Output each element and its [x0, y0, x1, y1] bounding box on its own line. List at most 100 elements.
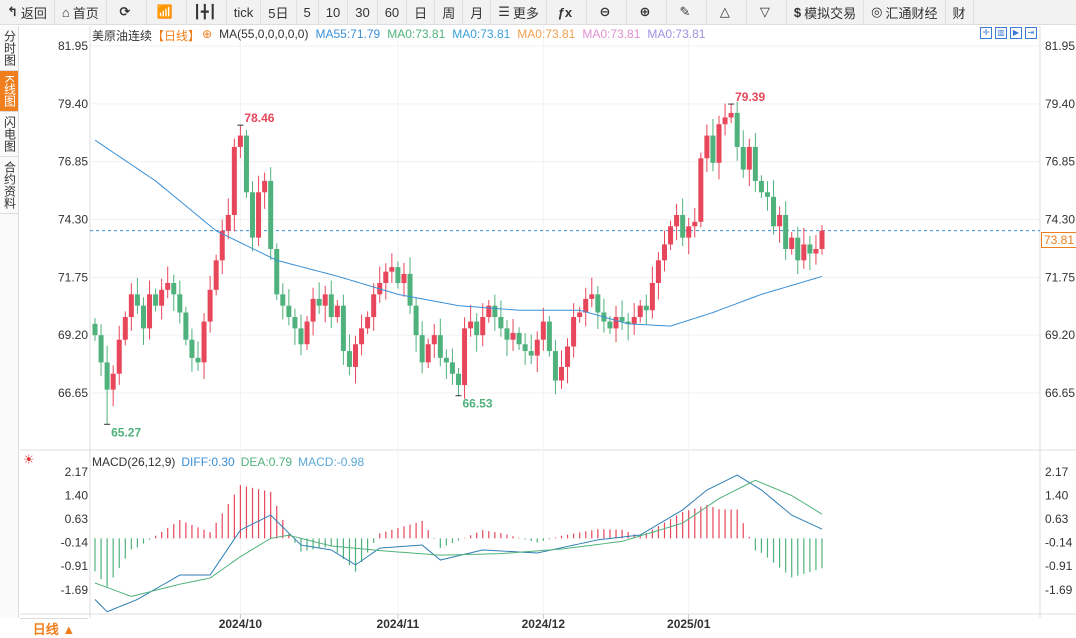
- toolbar-label: 日: [414, 5, 428, 21]
- toolbar-button[interactable]: 10: [319, 0, 349, 25]
- toolbar-button[interactable]: 周: [435, 0, 464, 25]
- sidebar-tab[interactable]: 分时图: [0, 26, 18, 71]
- forward-icon[interactable]: ⇥: [1025, 27, 1037, 39]
- y-tick-label: 76.85: [58, 155, 88, 169]
- macd-y-tick-label: -0.14: [61, 536, 89, 550]
- toolbar-label: tick: [233, 4, 254, 20]
- candle-body: [456, 373, 461, 386]
- diff-line: [94, 474, 823, 613]
- extreme-label: 79.39: [735, 90, 765, 104]
- toolbar-button[interactable]: ⌂ 首页: [55, 0, 107, 25]
- toolbar-button[interactable]: tick: [227, 0, 262, 25]
- toolbar-icon-button[interactable]: ⊕: [627, 0, 667, 25]
- logo-icon: ◎: [871, 4, 883, 19]
- toolbar-icon-button[interactable]: △: [707, 0, 747, 25]
- toolbar-button[interactable]: $ 模拟交易: [787, 0, 865, 25]
- macd-y-tick-label-right: -0.14: [1045, 536, 1073, 550]
- toolbar-button[interactable]: 5日: [261, 0, 297, 25]
- toolbar-button[interactable]: 日: [407, 0, 436, 25]
- candle-body: [116, 339, 122, 374]
- candle-body: [613, 317, 619, 329]
- bar-chart-icon: 📶: [156, 4, 173, 19]
- toolbar-icon-button[interactable]: ⊖: [587, 0, 627, 25]
- home-icon: ⌂: [61, 4, 70, 20]
- y-tick-label-right: 76.85: [1045, 155, 1075, 169]
- candle-body: [449, 362, 455, 374]
- candlestick-icon: ┃╋┃: [193, 4, 217, 19]
- candle-body: [522, 344, 528, 352]
- sidebar-tab[interactable]: 闪电图: [0, 112, 18, 158]
- sidebar-tab[interactable]: K线图: [0, 71, 18, 113]
- toolbar-icon-button[interactable]: ⟳: [107, 0, 147, 25]
- refresh-icon: ⟳: [119, 4, 131, 19]
- candle-body: [649, 283, 655, 311]
- toolbar-icon-button[interactable]: 📶: [147, 0, 187, 25]
- toolbar-button[interactable]: 5: [297, 0, 319, 25]
- toolbar-button[interactable]: 月: [463, 0, 492, 25]
- candle-body: [110, 373, 116, 390]
- ma-value: MA0:73.81: [517, 27, 576, 41]
- y-tick-label: 79.40: [58, 97, 88, 111]
- candle-body: [528, 351, 534, 356]
- toolbar-button[interactable]: 财: [946, 0, 974, 25]
- expand-icon[interactable]: ✛: [980, 27, 992, 39]
- candle-body: [243, 135, 249, 193]
- candle-body: [431, 335, 437, 345]
- toolbar-button[interactable]: ☰ 更多: [491, 0, 547, 25]
- extreme-label: 78.46: [244, 111, 274, 125]
- y-tick-label-right: 71.75: [1045, 270, 1075, 284]
- toolbar-icon-button[interactable]: ƒx: [547, 0, 587, 25]
- candle-body: [595, 294, 601, 313]
- play-icon[interactable]: ▶: [1010, 27, 1022, 39]
- toolbar: ↰ 返回 ⌂ 首页 ⟳ 📶 ┃╋┃ tick 5日 5 10 30 60 日周月 ☰ 更多 ƒx ⊖ ⊕ ✎ △ ▽ $ 模拟…: [0, 0, 1076, 25]
- diff-value: DIFF:0.30: [181, 455, 235, 469]
- candle-body: [625, 321, 631, 324]
- dea-value: DEA:0.79: [240, 455, 293, 469]
- settings-icon[interactable]: ⊕: [202, 27, 213, 41]
- candle-body: [546, 321, 552, 352]
- candle-body: [480, 317, 486, 336]
- toolbar-button[interactable]: 60: [378, 0, 408, 25]
- toolbar-button[interactable]: ↰ 返回: [0, 0, 55, 25]
- sidebar-tab[interactable]: 合约资料: [0, 157, 18, 215]
- fit-icon[interactable]: ▥: [995, 27, 1007, 39]
- candle-body: [262, 180, 268, 193]
- candle-body: [801, 244, 807, 261]
- back-icon: ↰: [7, 4, 18, 19]
- toolbar-button[interactable]: 30: [348, 0, 378, 25]
- macd-title[interactable]: MACD(26,12,9): [92, 455, 176, 469]
- candle-body: [322, 294, 328, 306]
- candle-body: [383, 271, 389, 284]
- candle-body: [334, 305, 340, 318]
- candle-body: [565, 346, 571, 367]
- candle-body: [395, 267, 401, 284]
- candle-body: [183, 312, 189, 340]
- candle-body: [425, 344, 431, 363]
- indicator-settings-icon[interactable]: ☀: [23, 452, 35, 467]
- candle-body: [353, 344, 359, 367]
- candle-body: [286, 305, 292, 318]
- period-selector[interactable]: 日线 ▲: [20, 618, 88, 637]
- macd-y-tick-label: -1.69: [61, 583, 89, 597]
- toolbar-button[interactable]: ◎ 汇通财经: [864, 0, 946, 25]
- candle-body: [419, 335, 425, 363]
- last-price-tag: 73.81: [1041, 232, 1076, 248]
- candle-body: [268, 180, 274, 249]
- toolbar-label: 财: [952, 5, 966, 21]
- candle-body: [504, 328, 510, 340]
- toolbar-icon-button[interactable]: ▽: [747, 0, 787, 25]
- ma-value: MA0:73.81: [387, 27, 446, 41]
- pen-icon: ✎: [679, 4, 691, 19]
- chart-legend: 美原油连续 【日线】 ⊕ MA(55,0,0,0,0,0) MA55:71.79…: [92, 27, 705, 44]
- candle-body: [746, 146, 752, 170]
- ma-params[interactable]: MA(55,0,0,0,0,0): [219, 27, 309, 41]
- toolbar-icon-button[interactable]: ┃╋┃: [187, 0, 227, 25]
- candle-body: [668, 226, 674, 245]
- candle-body: [165, 283, 171, 290]
- toolbar-label: 60: [384, 4, 400, 20]
- toolbar-label: 汇通财经: [885, 5, 938, 21]
- toolbar-label: 30: [355, 4, 370, 20]
- candle-body: [722, 117, 728, 125]
- toolbar-icon-button[interactable]: ✎: [667, 0, 707, 25]
